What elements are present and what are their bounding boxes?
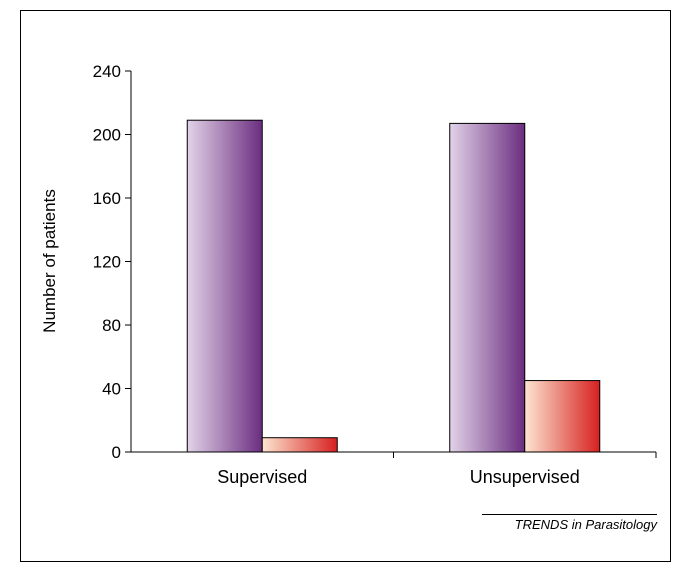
y-tick-label: 0 <box>112 443 121 462</box>
y-axis-title: Number of patients <box>40 189 59 333</box>
x-category-label: Supervised <box>217 467 307 487</box>
y-tick-label: 200 <box>93 126 121 145</box>
source-credit: TRENDS in Parasitology <box>482 514 657 532</box>
y-tick-label: 240 <box>93 62 121 81</box>
x-category-label: Unsupervised <box>470 467 580 487</box>
bar-supervised-series-2 <box>261 437 338 453</box>
y-tick-label: 120 <box>93 253 121 272</box>
y-tick-label: 160 <box>93 189 121 208</box>
bar-unsupervised-series-1 <box>449 122 526 453</box>
y-tick-label: 80 <box>102 316 121 335</box>
y-tick-label: 40 <box>102 380 121 399</box>
bar-supervised-series-1 <box>186 119 263 453</box>
figure-frame <box>20 10 671 562</box>
bar-unsupervised-series-2 <box>524 380 601 453</box>
